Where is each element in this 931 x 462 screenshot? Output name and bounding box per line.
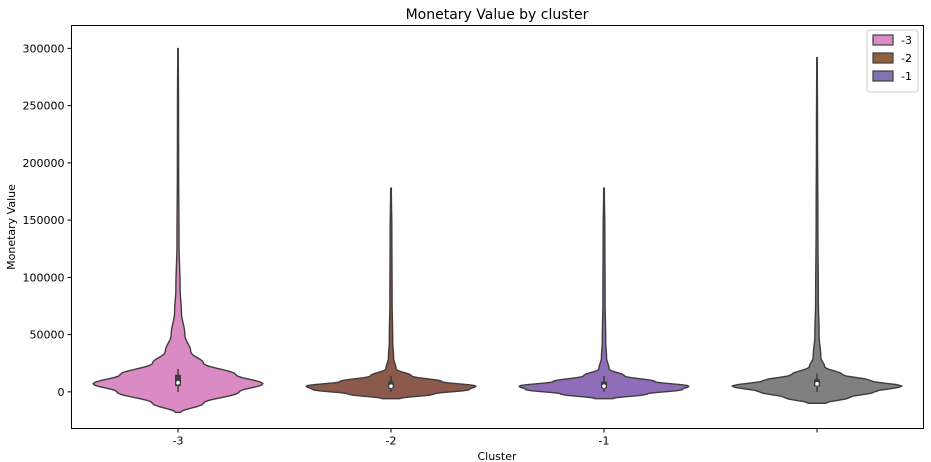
violin-median: [176, 380, 180, 385]
violin-iqr-box: [175, 374, 181, 387]
y-tick-label: 300000: [23, 42, 65, 55]
y-axis: 0 50000 100000 150000 200000 250000 300000: [23, 42, 72, 399]
axes-frame: [71, 25, 924, 429]
x-tick-label: -1: [599, 435, 610, 448]
violin-median: [602, 384, 606, 388]
violin-body: [92, 47, 264, 414]
violin-body: [518, 187, 690, 400]
y-tick-label: 0: [58, 386, 65, 399]
y-tick-label: 150000: [23, 214, 65, 227]
plot-area: [92, 47, 903, 414]
legend-swatch: [872, 52, 894, 64]
y-tick-label: 250000: [23, 100, 65, 113]
y-tick-label: 50000: [30, 329, 65, 342]
violin-median: [815, 382, 819, 386]
violin-body: [731, 56, 903, 405]
y-tick-label: 100000: [23, 271, 65, 284]
legend-label: -1: [901, 70, 912, 83]
x-axis: -3 -2 -1: [173, 428, 818, 448]
legend-swatch: [872, 70, 894, 82]
violin-median: [389, 384, 393, 388]
x-axis-label: Cluster: [477, 450, 517, 462]
legend-swatch: [872, 34, 894, 46]
x-tick-label: -3: [173, 435, 184, 448]
violin-4: [731, 56, 903, 405]
y-tick-label: 200000: [23, 157, 65, 170]
x-tick-label: -2: [386, 435, 397, 448]
legend-label: -3: [901, 34, 912, 47]
legend-label: -2: [901, 52, 912, 65]
y-axis-label: Monetary Value: [5, 184, 18, 270]
violin-1: [92, 47, 264, 414]
violin-3: [518, 187, 690, 400]
violin-2: [305, 187, 477, 400]
legend: -3 -2 -1: [866, 29, 919, 93]
violin-body: [305, 187, 477, 400]
chart-title: Monetary Value by cluster: [406, 7, 589, 23]
